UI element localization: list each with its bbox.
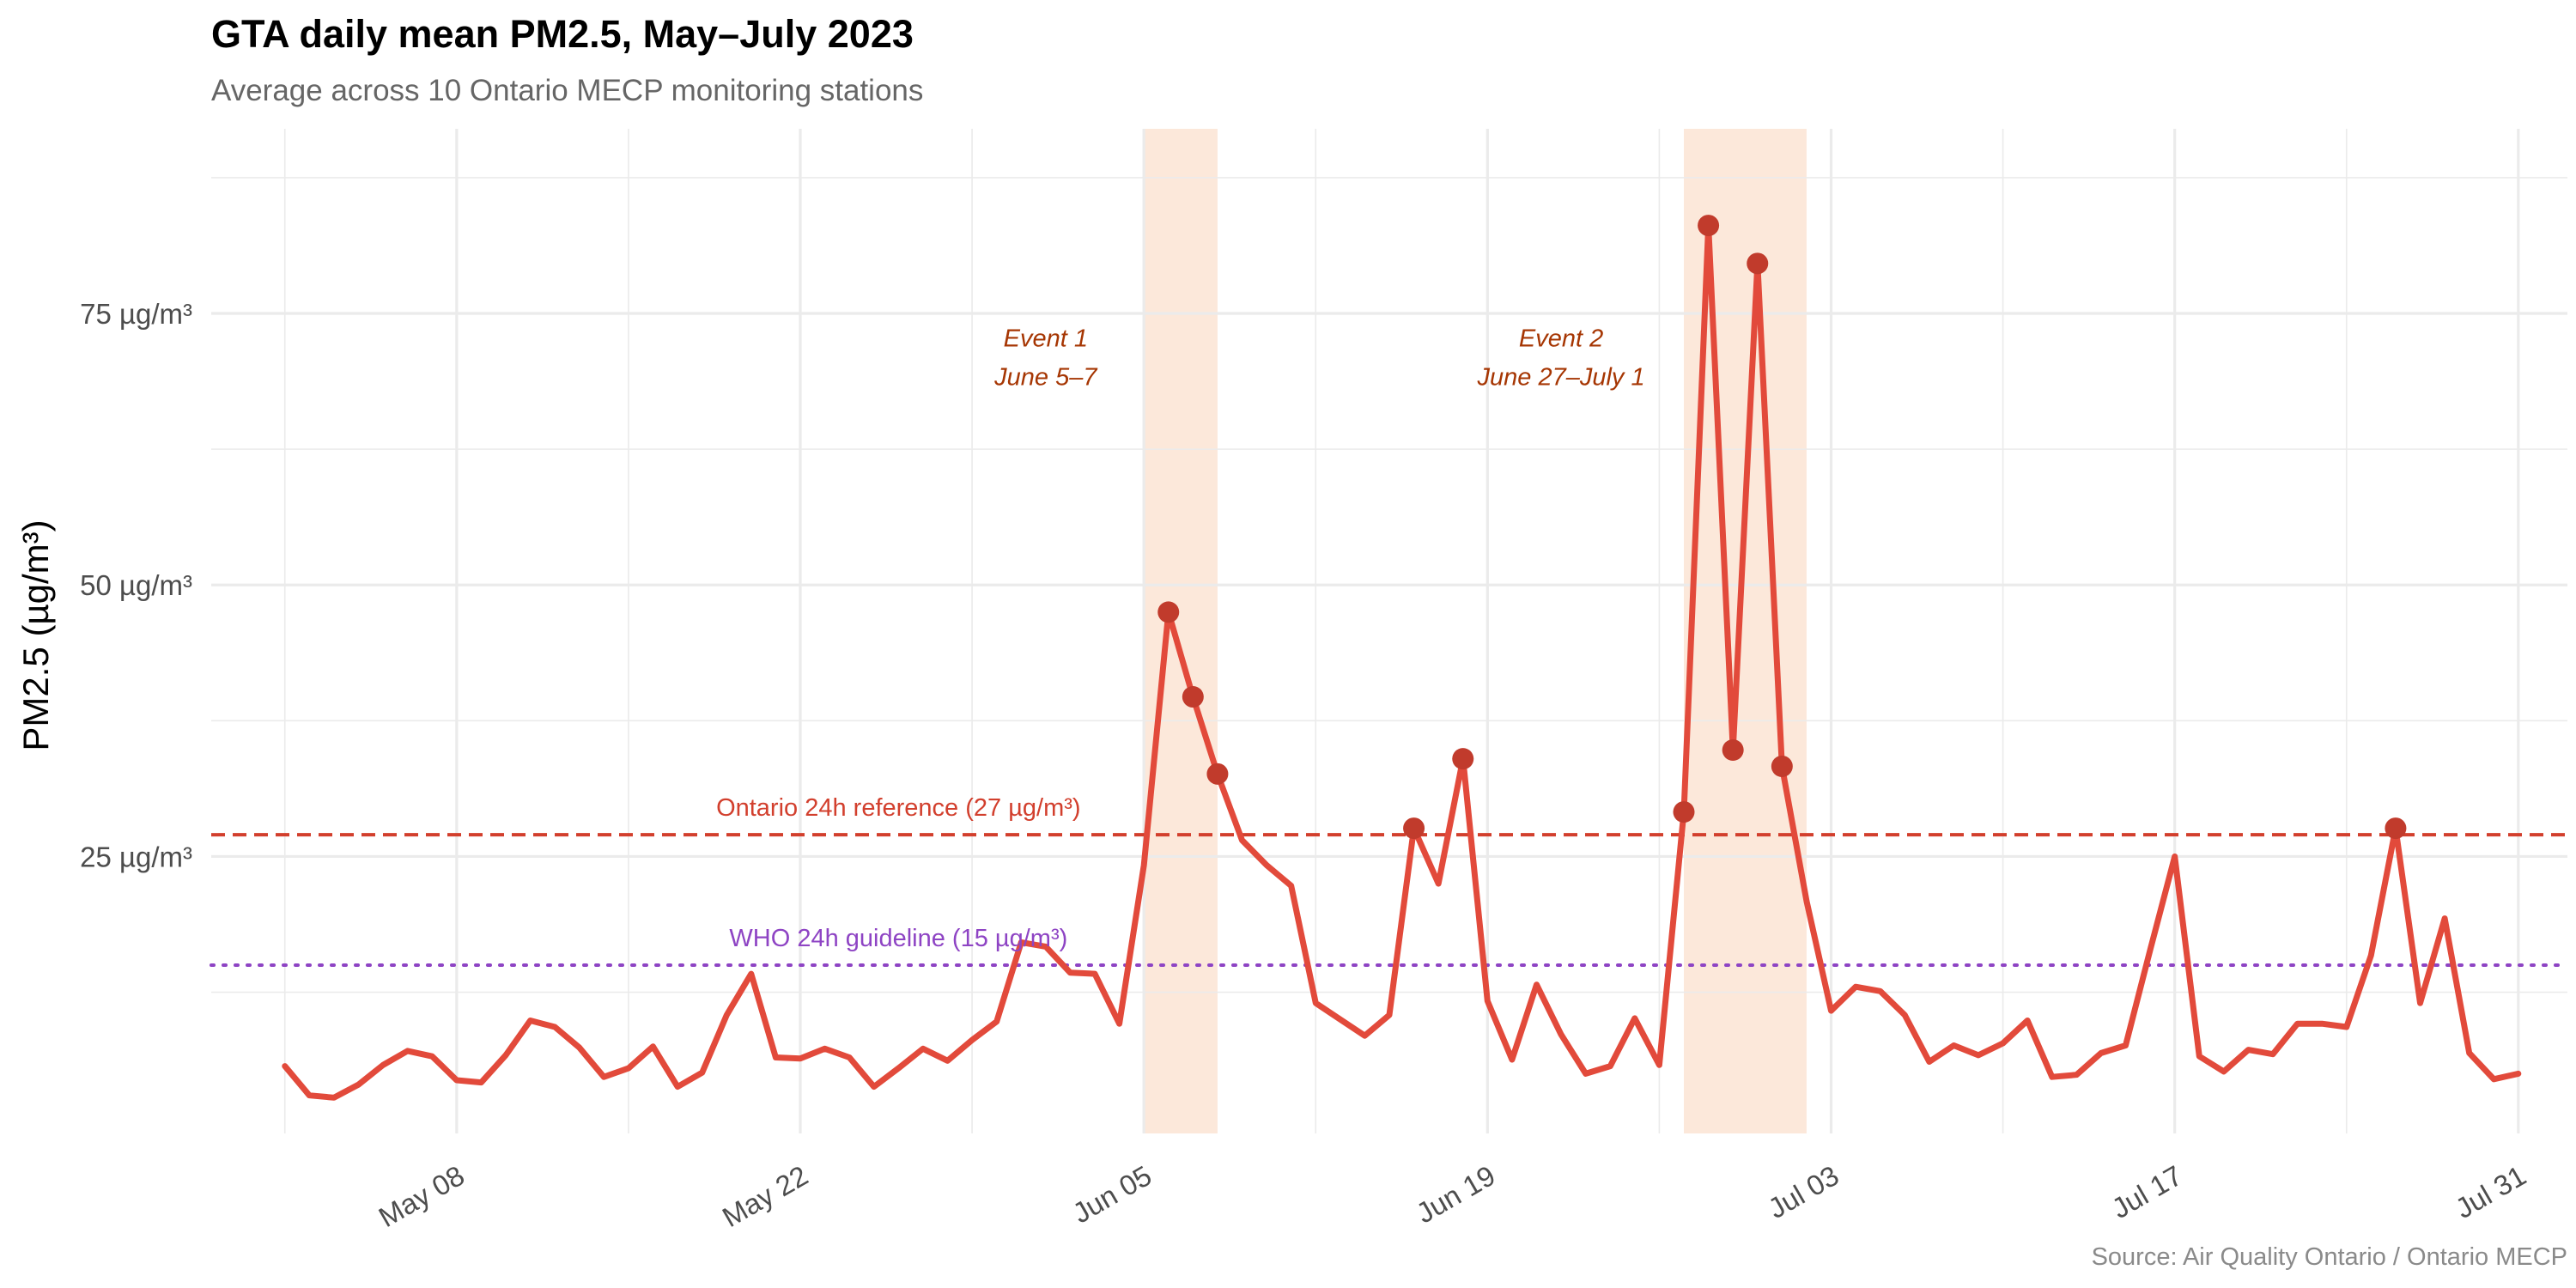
y-tick-label: 25 µg/m³ bbox=[80, 841, 192, 872]
x-tick-label: Jun 05 bbox=[1067, 1159, 1157, 1230]
data-point bbox=[1452, 748, 1474, 770]
x-tick-label: Jul 17 bbox=[2106, 1159, 2188, 1224]
reference-lines bbox=[210, 833, 2569, 967]
chart-title: GTA daily mean PM2.5, May–July 2023 bbox=[211, 12, 914, 56]
source-caption: Source: Air Quality Ontario / Ontario ME… bbox=[2091, 1243, 2567, 1271]
event-label-title-1: Event 1 bbox=[1004, 325, 1088, 353]
data-point bbox=[1771, 755, 1793, 777]
reference-label-2: WHO 24h guideline (15 µg/m³) bbox=[729, 925, 1067, 952]
data-point bbox=[1182, 686, 1204, 708]
data-point bbox=[1673, 801, 1695, 823]
y-tick-label: 50 µg/m³ bbox=[80, 569, 192, 601]
data-point bbox=[2385, 817, 2407, 840]
x-tick-label: May 08 bbox=[374, 1159, 470, 1233]
data-point bbox=[1157, 601, 1180, 623]
series-line-1 bbox=[282, 222, 2522, 1101]
x-tick-label: Jul 03 bbox=[1763, 1159, 1844, 1224]
event-band-2 bbox=[1684, 129, 1807, 1133]
data-point bbox=[1206, 762, 1229, 785]
y-tick-label: 75 µg/m³ bbox=[80, 298, 192, 330]
highlight-points bbox=[1157, 215, 2407, 840]
x-tick-label: Jun 19 bbox=[1411, 1159, 1500, 1230]
x-axis-ticks: May 08 May 22 Jun 05 Jun 19 Jul 03 Jul 17 Jul … bbox=[374, 1159, 2531, 1233]
data-point bbox=[1747, 252, 1769, 275]
event-label-dates-1: June 5–7 bbox=[993, 364, 1098, 392]
annotations: Ontario 24h reference (27 µg/m³) WHO 24h … bbox=[716, 325, 1645, 952]
event-band-1 bbox=[1144, 129, 1218, 1133]
y-axis-label: PM2.5 (µg/m³) bbox=[15, 519, 56, 750]
grid-lines bbox=[211, 129, 2567, 1133]
series-line-group bbox=[282, 222, 2522, 1101]
reference-label-1: Ontario 24h reference (27 µg/m³) bbox=[716, 794, 1081, 822]
event-label-dates-2: June 27–July 1 bbox=[1477, 364, 1645, 392]
y-axis-ticks: 25 µg/m³ 50 µg/m³ 75 µg/m³ bbox=[80, 298, 192, 872]
chart-subtitle: Average across 10 Ontario MECP monitorin… bbox=[211, 74, 924, 107]
data-point bbox=[1722, 739, 1744, 762]
x-tick-label: Jul 31 bbox=[2450, 1159, 2531, 1224]
x-tick-label: May 22 bbox=[717, 1159, 813, 1233]
data-point bbox=[1403, 817, 1425, 840]
event-label-title-2: Event 2 bbox=[1519, 325, 1603, 353]
data-point bbox=[1698, 215, 1720, 237]
